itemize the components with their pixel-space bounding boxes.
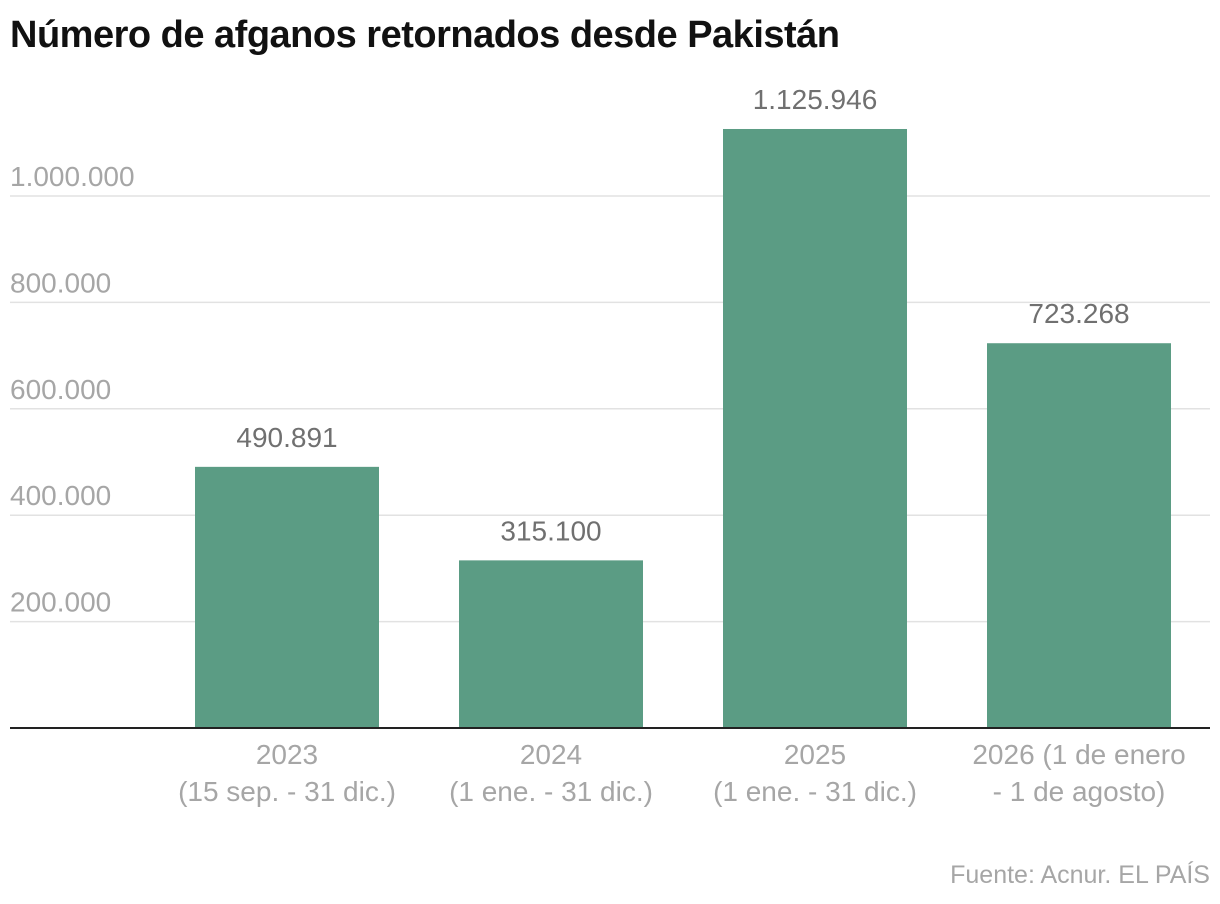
bar xyxy=(723,128,907,729)
y-tick-labels: 200.000 400.000 600.000 800.000 1.000.000 xyxy=(10,161,135,618)
y-tick-label: 400.000 xyxy=(10,480,111,511)
category-label: (1 ene. - 31 dic.) xyxy=(713,776,917,807)
bar xyxy=(459,560,643,728)
value-label: 1.125.946 xyxy=(753,84,878,115)
category-label: 2023 xyxy=(256,739,318,770)
bar xyxy=(195,466,379,728)
value-label: 490.891 xyxy=(236,422,337,453)
bars xyxy=(195,128,1171,729)
source-note: Fuente: Acnur. EL PAÍS xyxy=(950,861,1210,889)
category-label: 2026 (1 de enero xyxy=(972,739,1185,770)
value-labels: 490.891 315.100 1.125.946 723.268 xyxy=(236,84,1129,546)
chart-title: Número de afganos retornados desde Pakis… xyxy=(10,14,840,56)
category-label: (1 ene. - 31 dic.) xyxy=(449,776,653,807)
category-label: 2025 xyxy=(784,739,846,770)
value-label: 723.268 xyxy=(1028,298,1129,329)
category-label: - 1 de agosto) xyxy=(993,776,1166,807)
bar xyxy=(987,343,1171,728)
y-tick-label: 1.000.000 xyxy=(10,161,135,192)
y-tick-label: 600.000 xyxy=(10,374,111,405)
category-label: (15 sep. - 31 dic.) xyxy=(178,776,396,807)
category-labels: 2023 (15 sep. - 31 dic.) 2024 (1 ene. - 31 … xyxy=(178,739,1186,807)
y-tick-label: 800.000 xyxy=(10,267,111,298)
y-tick-label: 200.000 xyxy=(10,587,111,618)
category-label: 2024 xyxy=(520,739,582,770)
value-label: 315.100 xyxy=(500,515,601,546)
